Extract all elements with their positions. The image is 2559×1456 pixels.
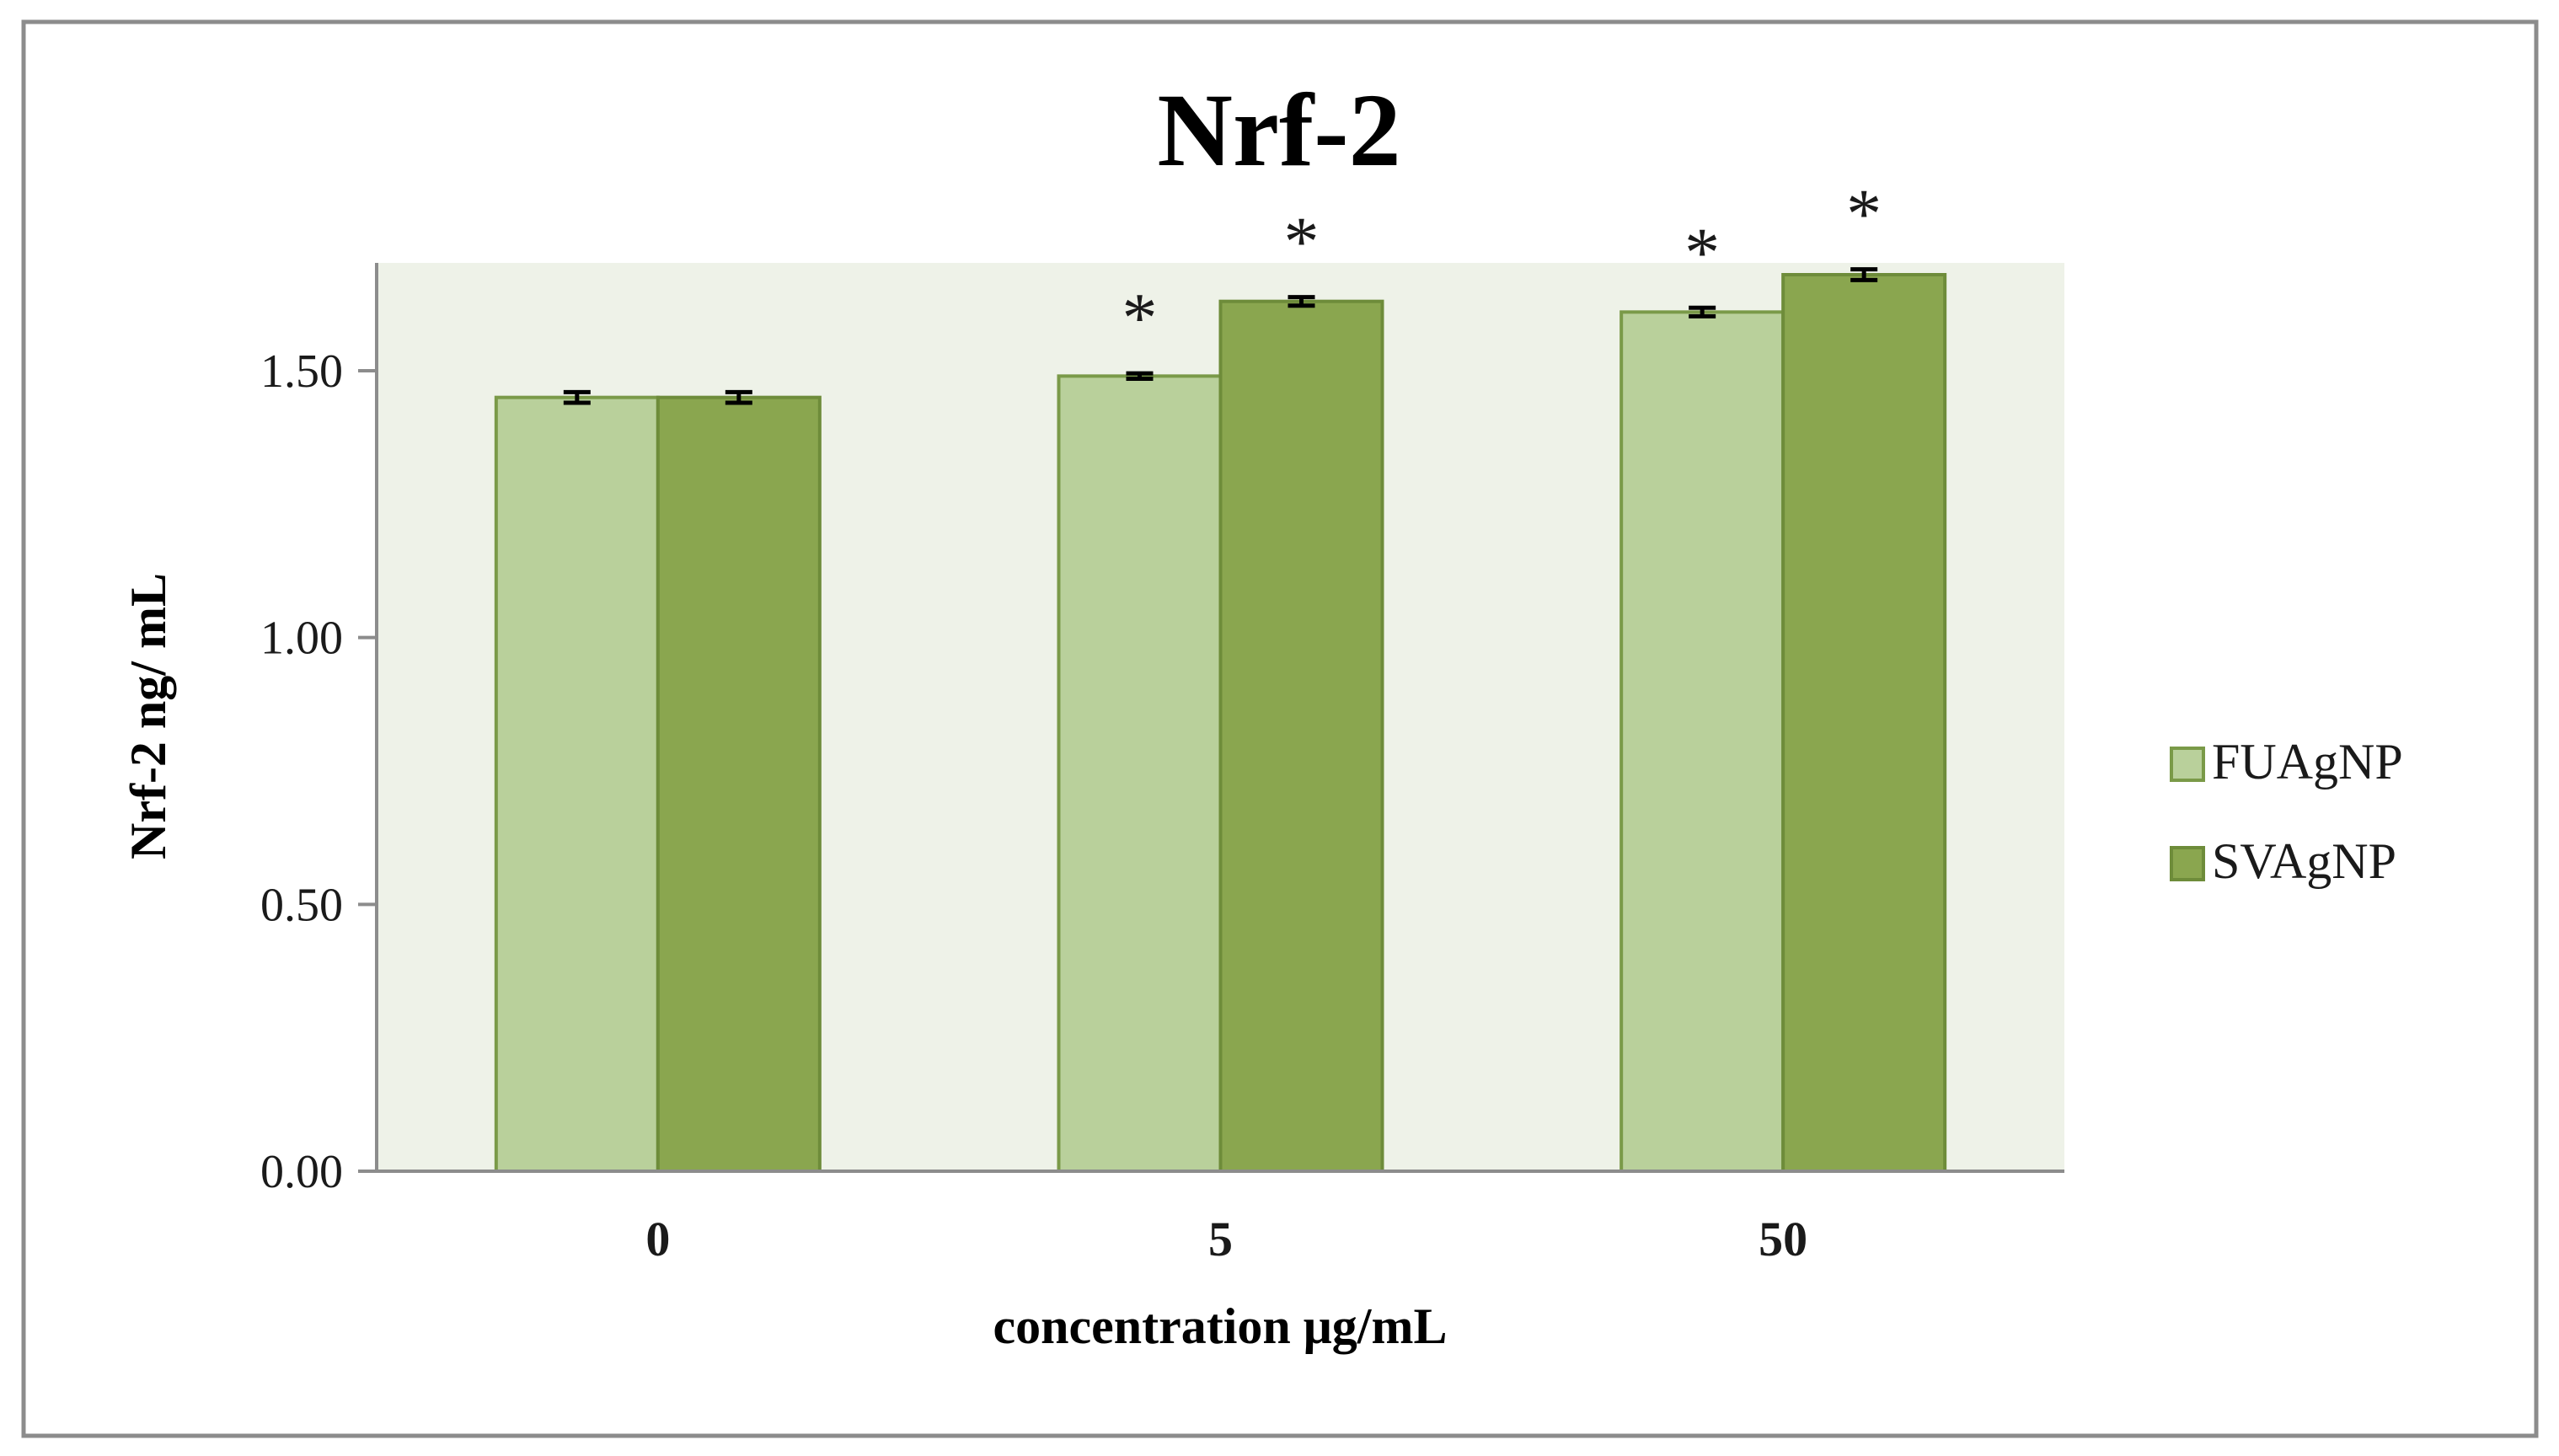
bar-fuagnp-5 [1057, 374, 1223, 1174]
x-category-label: 0 [645, 1212, 670, 1266]
x-category-label: 50 [1759, 1212, 1807, 1266]
bar-svagnp-0 [656, 395, 822, 1173]
significance-star: * [1684, 213, 1720, 292]
significance-star: * [1284, 203, 1320, 281]
error-bar-svagnp-50 [1850, 267, 1878, 282]
error-bar-fuagnp-5 [1126, 371, 1154, 381]
legend-swatch-svagnp [2170, 846, 2205, 881]
significance-markers: * * * * [1122, 175, 1882, 358]
bars [494, 273, 1947, 1174]
bar-svagnp-50 [1781, 273, 1947, 1173]
y-tick-label: 1.50 [260, 345, 343, 398]
x-category-label: 5 [1208, 1212, 1233, 1266]
significance-star: * [1846, 175, 1882, 254]
error-bar-svagnp-5 [1288, 295, 1315, 308]
y-axis-ticks: 0.00 0.50 1.00 1.50 [260, 345, 377, 1198]
bar-fuagnp-0 [494, 395, 660, 1173]
legend-label-fuagnp: FUAgNP [2212, 734, 2403, 790]
error-bar-svagnp-0 [725, 389, 752, 405]
bar-fuagnp-50 [1619, 310, 1785, 1174]
y-axis-title: Nrf-2 ng/ mL [120, 573, 176, 859]
y-tick-label: 0.50 [260, 879, 343, 931]
y-tick-label: 1.00 [260, 613, 343, 665]
legend: FUAgNP SVAgNP [2170, 734, 2403, 889]
legend-label-svagnp: SVAgNP [2212, 833, 2396, 889]
error-bar-fuagnp-50 [1689, 305, 1716, 318]
error-bars [563, 267, 1878, 405]
bar-svagnp-5 [1218, 299, 1384, 1174]
legend-swatch-fuagnp [2170, 747, 2205, 782]
error-bar-fuagnp-0 [563, 389, 591, 405]
y-tick-label: 0.00 [260, 1146, 343, 1198]
chart-title: Nrf-2 [1157, 72, 1400, 188]
x-axis-categories: 0 5 50 [645, 1212, 1807, 1266]
significance-star: * [1122, 279, 1158, 357]
x-axis-title: concentration μg/mL [993, 1298, 1448, 1354]
